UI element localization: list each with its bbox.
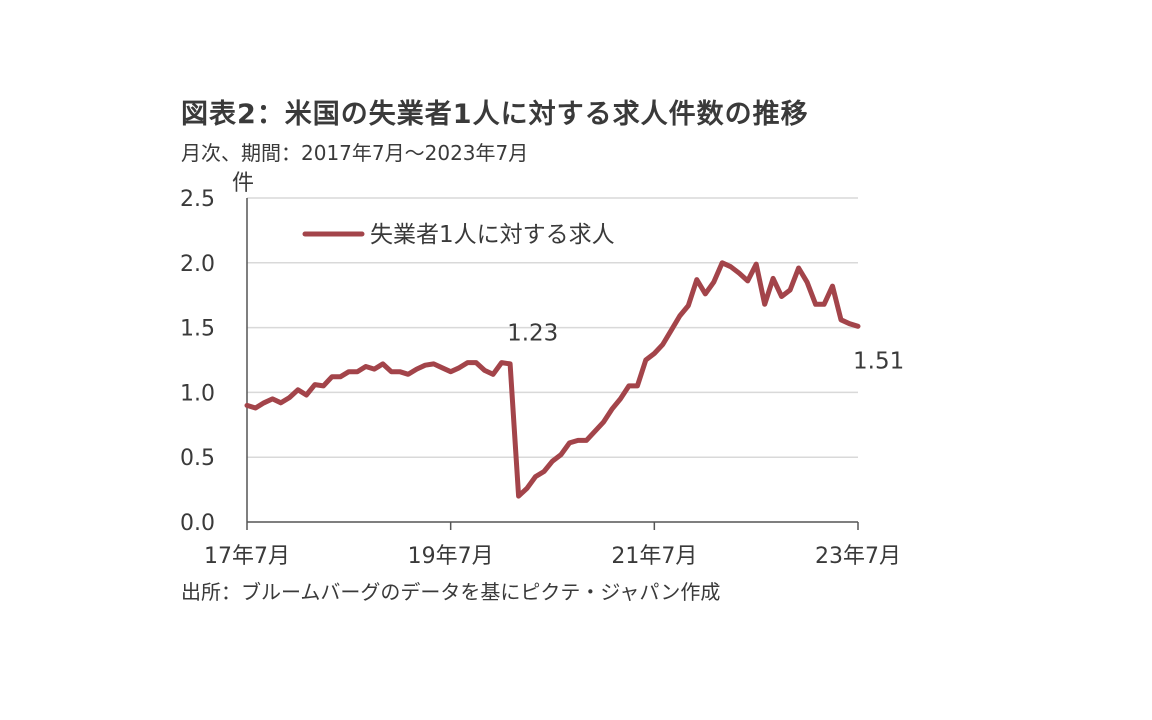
y-tick-label: 1.5 (180, 317, 215, 342)
y-axis-label: 件 (232, 171, 254, 196)
y-tick-label: 0.0 (180, 511, 215, 536)
data-label: 1.23 (507, 321, 558, 347)
series-line (244, 260, 861, 499)
legend-label: 失業者1人に対する求人 (370, 222, 615, 248)
y-tick-label: 2.5 (180, 187, 215, 212)
y-tick-label: 2.0 (180, 252, 215, 277)
x-tick-label: 21年7月 (611, 544, 697, 569)
data-label: 1.51 (853, 348, 904, 374)
x-tick-label: 19年7月 (408, 544, 494, 569)
y-tick-label: 0.5 (180, 446, 215, 471)
chart-title: 図表2：米国の失業者1人に対する求人件数の推移 (181, 99, 809, 130)
x-tick-label: 23年7月 (815, 544, 901, 569)
chart-subtitle: 月次、期間：2017年7月～2023年7月 (181, 141, 529, 165)
x-tick-label: 17年7月 (204, 544, 290, 569)
source-note: 出所：ブルームバーグのデータを基にピクテ・ジャパン作成 (181, 580, 721, 604)
y-tick-label: 1.0 (180, 381, 215, 406)
